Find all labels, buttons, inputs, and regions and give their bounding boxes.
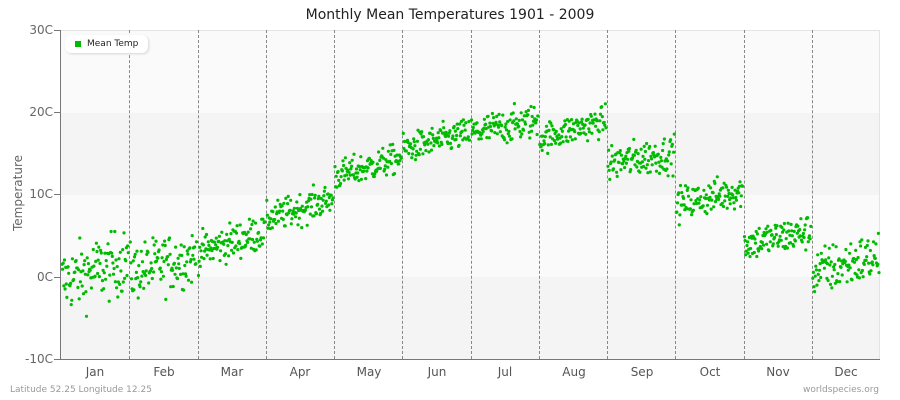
month-separator (607, 30, 608, 359)
y-tick (54, 194, 60, 195)
legend-swatch-icon (75, 41, 81, 47)
y-tick-label: 10C (29, 187, 53, 201)
y-tick-label: 20C (29, 105, 53, 119)
y-tick (54, 30, 60, 31)
legend[interactable]: Mean Temp (65, 35, 149, 53)
month-separator (129, 30, 130, 359)
x-label-apr: Apr (289, 365, 311, 379)
x-axis (60, 359, 880, 360)
month-separator (675, 30, 676, 359)
month-separator (402, 30, 403, 359)
x-label-dec: Dec (834, 365, 858, 379)
y-axis-title: Temperature (11, 155, 25, 232)
y-tick (54, 277, 60, 278)
y-tick-label: 0C (36, 270, 53, 284)
legend-label: Mean Temp (87, 39, 139, 49)
x-label-oct: Oct (699, 365, 721, 379)
x-label-nov: Nov (766, 365, 790, 379)
x-label-aug: Aug (562, 365, 586, 379)
chart-title: Monthly Mean Temperatures 1901 - 2009 (305, 7, 595, 23)
y-tick (54, 112, 60, 113)
month-separator (471, 30, 472, 359)
y-tick-label: 30C (29, 23, 53, 37)
band-10-20 (61, 113, 879, 195)
x-label-feb: Feb (153, 365, 175, 379)
month-separator (539, 30, 540, 359)
x-label-sep: Sep (630, 365, 654, 379)
band-20-30 (61, 31, 879, 113)
month-separator (334, 30, 335, 359)
x-label-mar: Mar (220, 365, 244, 379)
location-caption: Latitude 52.25 Longitude 12.25 (10, 385, 152, 395)
source-link[interactable]: worldspecies.org (802, 385, 879, 395)
x-label-jun: Jun (427, 365, 447, 379)
month-separator (812, 30, 813, 359)
y-axis (60, 30, 61, 360)
x-label-jan: Jan (85, 365, 105, 379)
x-label-may: May (356, 365, 382, 379)
x-label-jul: Jul (497, 365, 513, 379)
month-separator (266, 30, 267, 359)
band-neg10-0 (61, 277, 879, 360)
y-tick (54, 359, 60, 360)
y-tick-label: -10C (25, 352, 53, 366)
plot-area (61, 30, 880, 360)
month-separator (744, 30, 745, 359)
month-separator (198, 30, 199, 359)
